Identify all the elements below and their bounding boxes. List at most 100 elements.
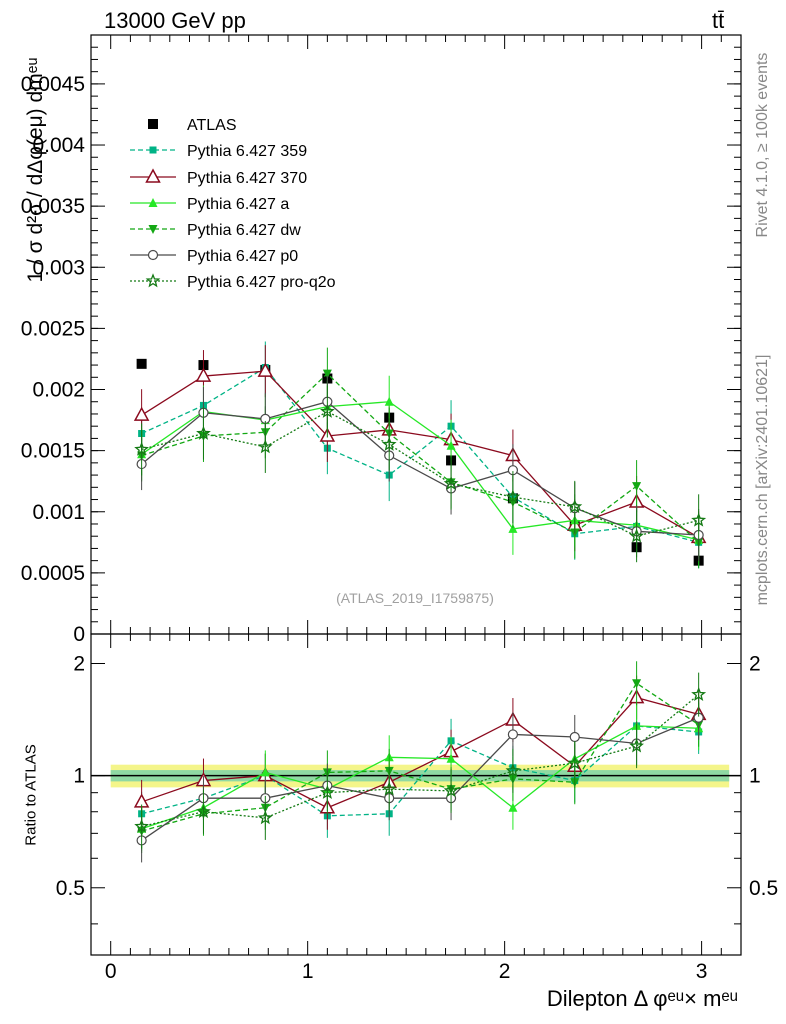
ratio-point (507, 729, 519, 740)
y-tick-label-right: 1 (749, 765, 761, 788)
ratio-point (446, 753, 456, 763)
data-point (508, 523, 518, 533)
process-label: tt̄ (712, 8, 725, 33)
y-tick-label: 0.0025 (21, 317, 85, 340)
series-p370 (133, 345, 707, 564)
ratio-point (196, 803, 211, 819)
ratio-series-pq2o (134, 672, 707, 849)
ratio-point (567, 755, 583, 770)
series-pp0 (136, 375, 704, 561)
y-tick-label: 0 (73, 623, 85, 646)
legend-marker (148, 225, 158, 234)
y-tick-label: 0.0015 (21, 440, 85, 463)
y-tick-label: 1 (73, 765, 85, 788)
legend-entry-pp0: Pythia 6.427 p0 (130, 248, 298, 265)
y-tick-label: 0.0035 (21, 195, 85, 218)
data-point (320, 403, 335, 418)
ratio-line (141, 725, 699, 817)
legend-marker (149, 146, 157, 154)
series-atlas (136, 358, 704, 566)
legend-entry-p359: Pythia 6.427 359 (130, 143, 307, 160)
series-line (141, 372, 700, 543)
x-tick-label: 0 (105, 960, 117, 983)
y-tick-label: 0.004 (32, 134, 85, 157)
x-tick-label: 2 (499, 960, 511, 983)
data-point (567, 499, 583, 514)
legend-marker (147, 249, 159, 261)
ratio-point (508, 802, 518, 812)
data-point (381, 436, 397, 451)
ratio-point (257, 810, 273, 825)
data-point (691, 512, 707, 527)
series-line (141, 366, 699, 543)
legend-label: Pythia 6.427 359 (187, 143, 307, 160)
ratio-panel: 0.5 0.5 1 1 2 2 0 1 2 3 (56, 633, 778, 983)
data-point (134, 441, 149, 456)
legend-entry-pq2o: Pythia 6.427 pro-q2o (130, 273, 336, 291)
legend-label: Pythia 6.427 p0 (187, 248, 298, 265)
y-tick-label: 0.0005 (21, 562, 85, 585)
legend-entry-pa: Pythia 6.427 a (130, 196, 289, 213)
legend-label: Pythia 6.427 pro-q2o (187, 274, 336, 291)
legend-label: Pythia 6.427 a (187, 196, 289, 213)
ratio-line (141, 725, 699, 830)
series-line (141, 410, 699, 537)
series-line (141, 401, 699, 536)
ratio-point (443, 783, 459, 798)
data-point (443, 475, 459, 490)
legend-entry-atlas: ATLAS (148, 117, 237, 134)
ratio-point (134, 818, 149, 833)
y-tick-label: 0.5 (56, 877, 85, 900)
ratio-point (320, 784, 335, 799)
data-point (629, 528, 644, 543)
data-point (136, 358, 147, 369)
ratio-line (141, 682, 700, 832)
legend-marker (148, 198, 158, 207)
y-tick-label: 0.001 (32, 501, 85, 524)
ratio-point (260, 767, 270, 777)
data-point (257, 439, 273, 454)
legend-marker (145, 273, 161, 288)
ratio-line (141, 694, 700, 828)
legend-label: Pythia 6.427 dw (187, 222, 301, 239)
energy-label: 13000 GeV pp (104, 8, 246, 33)
series-pq2o (134, 385, 707, 563)
analysis-watermark: (ATLAS_2019_I1759875) (336, 590, 494, 606)
ratio-point (632, 679, 642, 689)
ratio-series-pdw (137, 661, 704, 854)
x-axis-label: Dilepton Δ φᵉᵘ× mᵉᵘ (546, 986, 738, 1011)
data-point (322, 369, 332, 379)
legend-marker (145, 168, 161, 183)
x-tick-label: 1 (302, 960, 314, 983)
x-tick-label: 3 (696, 960, 708, 983)
series-p359 (138, 341, 703, 569)
data-point (133, 406, 150, 421)
data-point (384, 396, 394, 406)
ratio-series-p370 (133, 675, 707, 830)
data-point (505, 489, 521, 504)
y-tick-label-right: 2 (749, 652, 761, 675)
series-pdw (137, 347, 704, 569)
data-point (257, 362, 274, 377)
legend-entry-pdw: Pythia 6.427 dw (130, 222, 301, 239)
ratio-point (691, 686, 707, 701)
legend: ATLAS Pythia 6.427 359 Pythia 6.427 370 Pyt… (130, 117, 336, 291)
series-line (141, 370, 699, 538)
y-tick-label: 2 (73, 652, 85, 675)
data-point (196, 425, 211, 440)
main-panel: 0 0.0005 0.001 0.0015 0.002 0.0025 0.003 0.0035… (21, 34, 742, 646)
legend-label: ATLAS (187, 117, 237, 134)
series-line (141, 401, 699, 541)
ratio-point (569, 731, 580, 743)
ratio-point (505, 763, 521, 778)
y-tick-label: 0.003 (32, 256, 85, 279)
legend-label: Pythia 6.427 370 (187, 170, 307, 187)
y-tick-label: 0.002 (32, 379, 85, 402)
ratio-point (381, 781, 397, 796)
legend-marker (148, 119, 158, 129)
panel-frame (90, 633, 742, 956)
series-pa (137, 375, 704, 566)
ratio-line (141, 717, 699, 841)
ratio-point (629, 738, 644, 753)
